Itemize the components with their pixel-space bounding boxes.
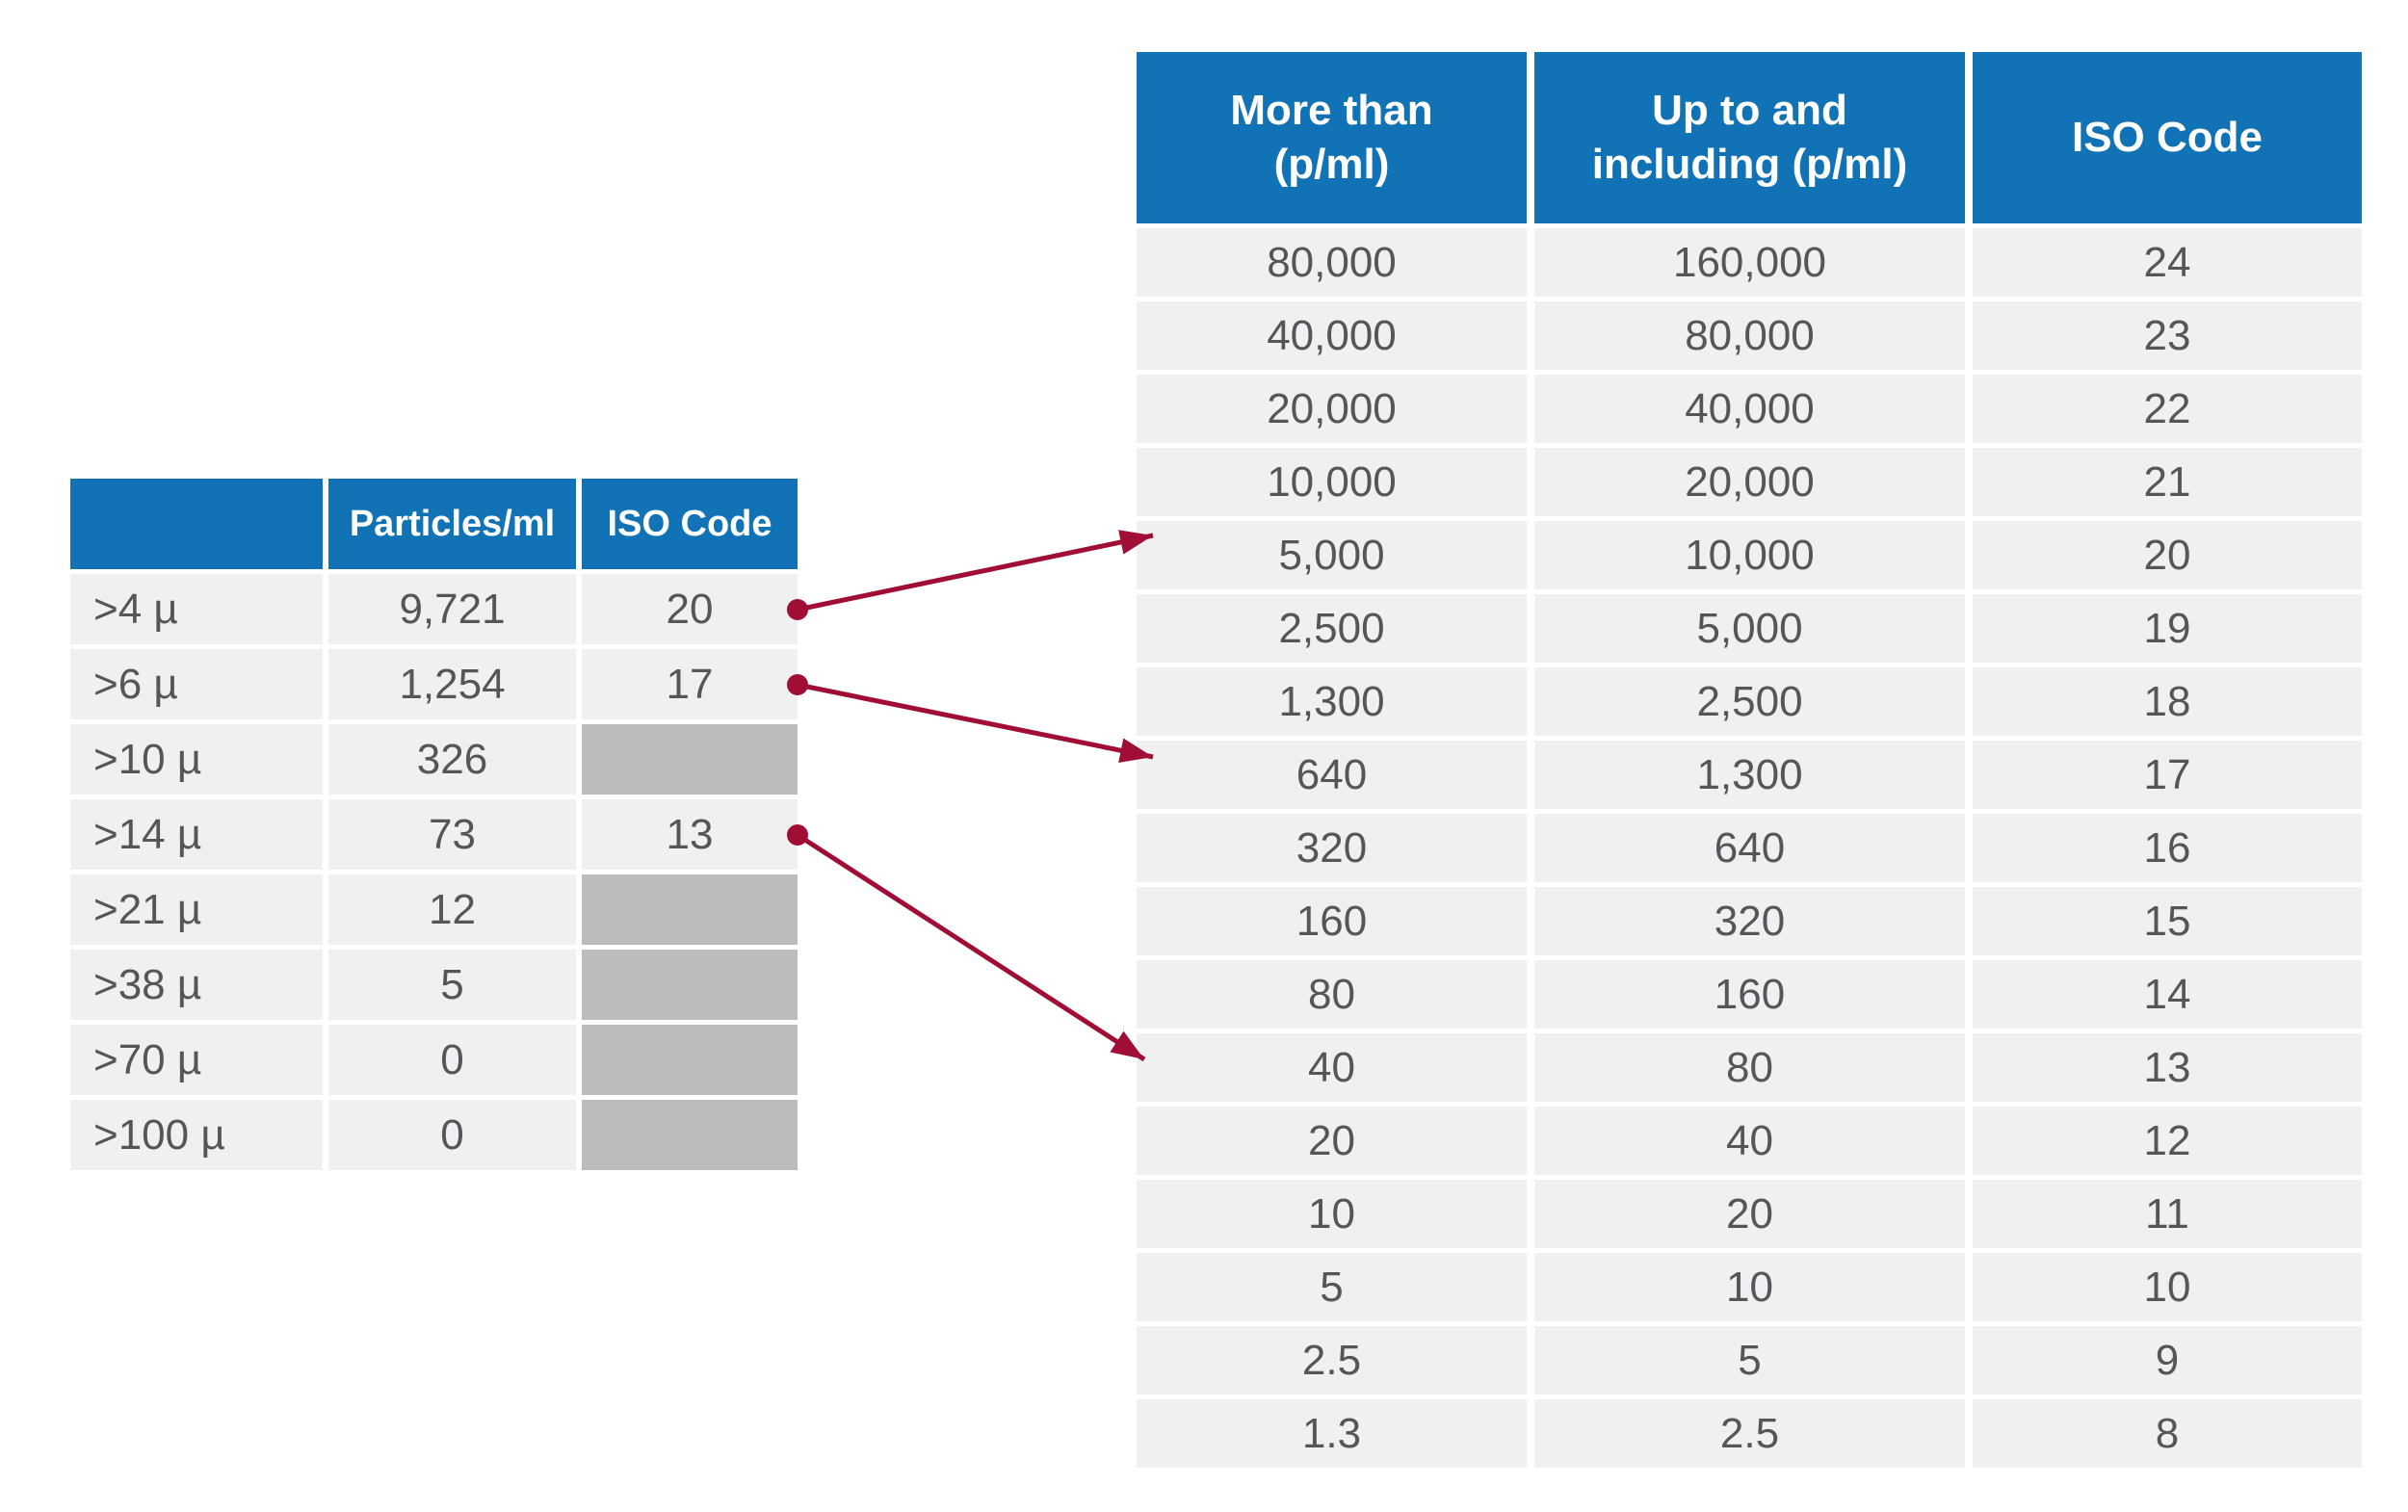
size-label: >38 µ [70,950,323,1020]
measured-counts-table: Particles/ml ISO Code >4 µ 9,721 20 >6 µ… [70,479,798,1170]
iso-code-value: 24 [1973,228,2362,297]
iso-code-empty-cell [582,874,798,945]
up-to-value: 20 [1534,1180,1965,1248]
arrow-iso-17 [787,674,1154,763]
iso-code-value: 11 [1973,1180,2362,1248]
particles-value: 0 [328,1025,576,1095]
up-to-value: 10 [1534,1253,1965,1321]
size-label: >14 µ [70,799,323,870]
up-to-value: 80,000 [1534,301,1965,370]
more-than-value: 80 [1137,960,1527,1029]
iso-code-value: 15 [1973,887,2362,955]
arrow-iso-20 [787,530,1154,620]
iso-code-value: 12 [1973,1107,2362,1175]
right-header-iso-code: ISO Code [1973,52,2362,223]
iso-code-value: 22 [1973,375,2362,443]
particles-value: 5 [328,950,576,1020]
iso-code-value: 23 [1973,301,2362,370]
iso-code-value: 17 [1973,741,2362,809]
size-label: >70 µ [70,1025,323,1095]
left-header-blank [70,479,323,569]
size-label: >6 µ [70,649,323,719]
iso-code-value: 20 [582,574,798,644]
up-to-value: 160 [1534,960,1965,1029]
iso-code-value: 13 [1973,1033,2362,1102]
more-than-value: 5,000 [1137,521,1527,589]
more-than-value: 320 [1137,814,1527,882]
up-to-value: 10,000 [1534,521,1965,589]
iso-reference-table: More than (p/ml) Up to and including (p/… [1137,52,2362,1468]
more-than-value: 160 [1137,887,1527,955]
iso-code-value: 18 [1973,667,2362,736]
right-header-up-to-including: Up to and including (p/ml) [1534,52,1965,223]
iso-code-value: 17 [582,649,798,719]
more-than-value: 2,500 [1137,594,1527,663]
up-to-value: 40 [1534,1107,1965,1175]
more-than-value: 40 [1137,1033,1527,1102]
up-to-value: 5 [1534,1326,1965,1395]
more-than-value: 5 [1137,1253,1527,1321]
iso-code-value: 13 [582,799,798,870]
iso-code-empty-cell [582,1025,798,1095]
more-than-value: 10,000 [1137,448,1527,516]
more-than-value: 80,000 [1137,228,1527,297]
particles-value: 1,254 [328,649,576,719]
up-to-value: 20,000 [1534,448,1965,516]
size-label: >100 µ [70,1100,323,1170]
iso-code-value: 16 [1973,814,2362,882]
particles-value: 0 [328,1100,576,1170]
iso-code-value: 20 [1973,521,2362,589]
more-than-value: 10 [1137,1180,1527,1248]
size-label: >21 µ [70,874,323,945]
up-to-value: 40,000 [1534,375,1965,443]
more-than-value: 20,000 [1137,375,1527,443]
up-to-value: 2.5 [1534,1399,1965,1468]
particles-value: 326 [328,724,576,795]
particles-value: 73 [328,799,576,870]
iso-code-value: 9 [1973,1326,2362,1395]
particles-value: 12 [328,874,576,945]
up-to-value: 320 [1534,887,1965,955]
more-than-value: 2.5 [1137,1326,1527,1395]
up-to-value: 640 [1534,814,1965,882]
more-than-value: 40,000 [1137,301,1527,370]
iso-code-value: 19 [1973,594,2362,663]
up-to-value: 160,000 [1534,228,1965,297]
up-to-value: 1,300 [1534,741,1965,809]
left-header-iso-code: ISO Code [582,479,798,569]
more-than-value: 640 [1137,741,1527,809]
iso-code-value: 8 [1973,1399,2362,1468]
iso-code-empty-cell [582,950,798,1020]
size-label: >4 µ [70,574,323,644]
up-to-value: 80 [1534,1033,1965,1102]
right-header-more-than: More than (p/ml) [1137,52,1527,223]
iso-code-empty-cell [582,1100,798,1170]
more-than-value: 20 [1137,1107,1527,1175]
iso-code-empty-cell [582,724,798,795]
size-label: >10 µ [70,724,323,795]
up-to-value: 5,000 [1534,594,1965,663]
more-than-value: 1.3 [1137,1399,1527,1468]
particles-value: 9,721 [328,574,576,644]
arrow-iso-13 [787,824,1146,1062]
iso-code-value: 21 [1973,448,2362,516]
up-to-value: 2,500 [1534,667,1965,736]
more-than-value: 1,300 [1137,667,1527,736]
iso-code-value: 14 [1973,960,2362,1029]
iso-code-value: 10 [1973,1253,2362,1321]
left-header-particles-ml: Particles/ml [328,479,576,569]
